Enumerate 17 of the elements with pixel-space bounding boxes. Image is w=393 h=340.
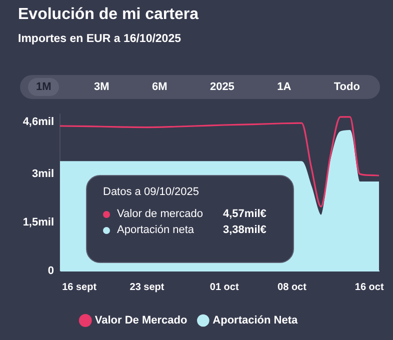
tooltip-card: Datos a 09/10/2025 Valor de mercado 4,57mil€ Aportación neta 3,38mil€ (86, 175, 294, 263)
period-selector: 1M 3M 6M 2025 1A Todo (20, 75, 380, 99)
y-tick-label: 4,6mil (22, 116, 54, 128)
x-tick-label: 16 oct (354, 282, 384, 293)
y-tick-label: 0 (48, 265, 54, 278)
chart-subtitle: Importes en EUR a 16/10/2025 (18, 33, 181, 45)
legend-label: Valor De Mercado (94, 314, 188, 327)
x-tick-label: 23 sept (130, 282, 165, 293)
x-tick-label: 16 sept (62, 282, 98, 293)
annotation: Datos a 09/10/2025 (103, 186, 200, 198)
y-tick-label: 1,5mil (22, 216, 54, 228)
y-tick-label: 3mil (32, 168, 54, 180)
x-tick-label: 08 oct (278, 282, 308, 293)
line-series (60, 116, 379, 208)
legend-label: Aportación Neta (212, 314, 299, 327)
chart-title: Evolución de mi cartera (18, 6, 199, 24)
x-tick-label: 01 oct (210, 282, 240, 293)
